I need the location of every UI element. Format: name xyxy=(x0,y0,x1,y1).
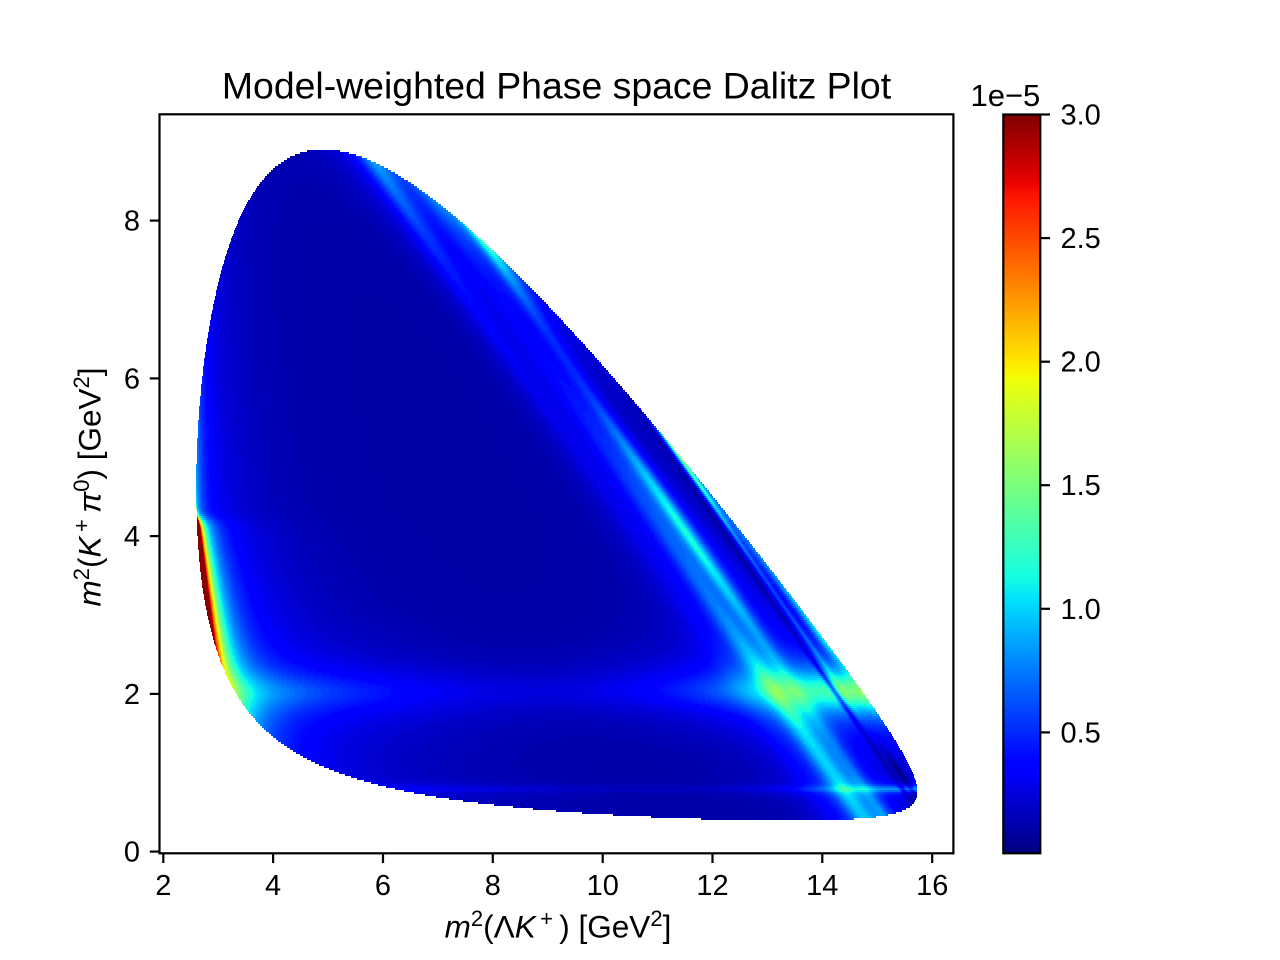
svg-text:3.0: 3.0 xyxy=(1061,100,1101,132)
svg-text:4: 4 xyxy=(124,521,140,553)
svg-text:8: 8 xyxy=(485,870,501,902)
svg-text:4: 4 xyxy=(265,870,281,902)
svg-text:m2(K + π0) [GeV2]: m2(K + π0) [GeV2] xyxy=(69,368,108,607)
svg-text:10: 10 xyxy=(587,870,619,902)
svg-text:m2(ΛK + ) [GeV2]: m2(ΛK + ) [GeV2] xyxy=(445,906,672,945)
svg-text:6: 6 xyxy=(375,870,391,902)
svg-text:2.5: 2.5 xyxy=(1061,223,1101,255)
svg-text:2: 2 xyxy=(124,679,140,711)
svg-text:Model-weighted Phase space Dal: Model-weighted Phase space Dalitz Plot xyxy=(222,65,892,107)
svg-text:0.5: 0.5 xyxy=(1061,717,1101,749)
svg-text:1.5: 1.5 xyxy=(1061,470,1101,502)
svg-text:1.0: 1.0 xyxy=(1061,594,1101,626)
svg-text:2: 2 xyxy=(155,870,171,902)
svg-text:8: 8 xyxy=(124,206,140,238)
svg-text:6: 6 xyxy=(124,363,140,395)
svg-text:12: 12 xyxy=(696,870,728,902)
svg-text:2.0: 2.0 xyxy=(1061,347,1101,379)
svg-text:1e−5: 1e−5 xyxy=(970,78,1040,113)
svg-text:16: 16 xyxy=(916,870,948,902)
svg-text:0: 0 xyxy=(124,837,140,869)
svg-text:14: 14 xyxy=(806,870,838,902)
